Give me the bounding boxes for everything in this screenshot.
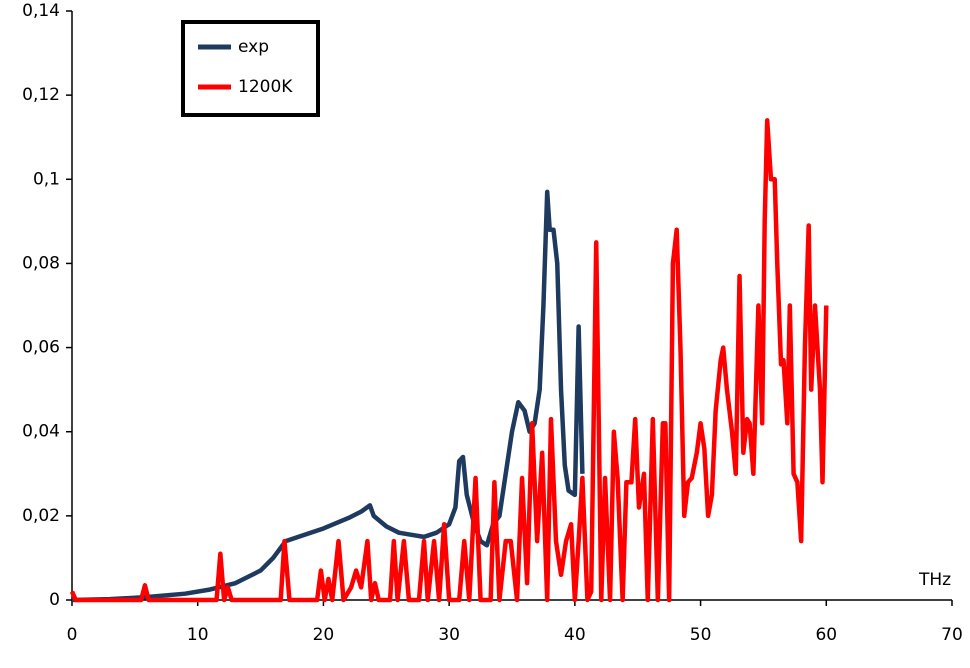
- legend-label: exp: [238, 37, 269, 57]
- legend-box: [181, 20, 320, 117]
- x-tick-label: 70: [941, 625, 963, 645]
- y-tick-label: 0,02: [22, 506, 60, 526]
- y-tick-label: 0,04: [22, 422, 60, 442]
- x-tick-label: 10: [187, 625, 209, 645]
- x-axis-label: THz: [918, 570, 951, 590]
- x-tick-label: 0: [67, 625, 78, 645]
- x-tick-label: 60: [815, 625, 837, 645]
- y-tick-label: 0,14: [22, 1, 60, 21]
- y-tick-label: 0,08: [22, 253, 60, 273]
- x-tick-label: 50: [690, 625, 712, 645]
- y-tick-label: 0,12: [22, 85, 60, 105]
- series-line: [71, 189, 585, 603]
- y-tick-label: 0,06: [22, 338, 60, 358]
- series-line: [69, 118, 829, 603]
- y-tick-label: 0: [49, 590, 60, 610]
- x-tick-label: 20: [313, 625, 335, 645]
- x-tick-label: 40: [564, 625, 586, 645]
- x-tick-label: 30: [438, 625, 460, 645]
- legend-label: 1200K: [238, 77, 293, 97]
- y-tick-label: 0,1: [33, 169, 60, 189]
